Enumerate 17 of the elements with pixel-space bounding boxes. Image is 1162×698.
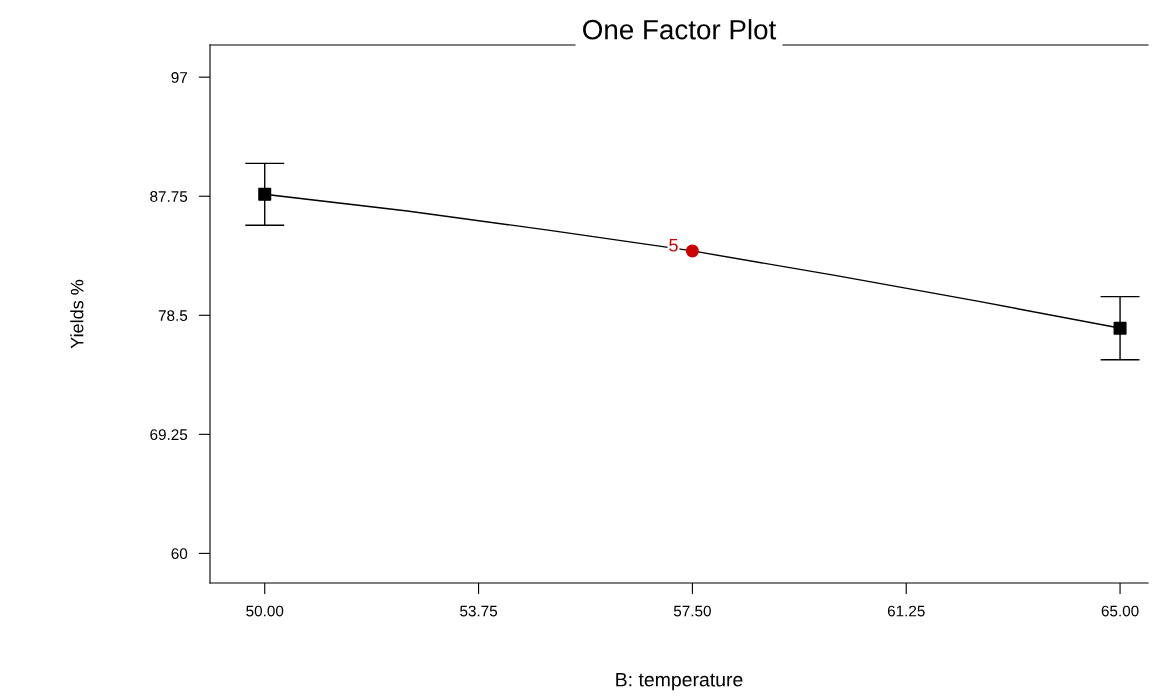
point: [685, 244, 699, 258]
x-tick-label: 65.00: [1101, 605, 1139, 617]
y-tick-label: 78.5: [158, 310, 188, 321]
x-tick-label: 61.25: [887, 605, 925, 617]
y-tick-label: 87.75: [150, 191, 188, 202]
x-tick-label: 53.75: [460, 605, 498, 617]
y-tick-label: 60: [171, 548, 188, 560]
x-tick-label: 57.50: [673, 605, 711, 617]
point: [1113, 321, 1127, 335]
annotation: 5: [669, 239, 678, 252]
x-tick-label: 50.00: [246, 605, 284, 617]
y-axis-title: Yields %: [70, 279, 84, 349]
point: [258, 187, 272, 201]
chart-title: One Factor Plot: [583, 19, 777, 40]
x-axis-title: B: temperature: [616, 672, 743, 691]
y-tick-label: 69.25: [150, 429, 188, 441]
y-tick-label: 97: [171, 72, 188, 83]
